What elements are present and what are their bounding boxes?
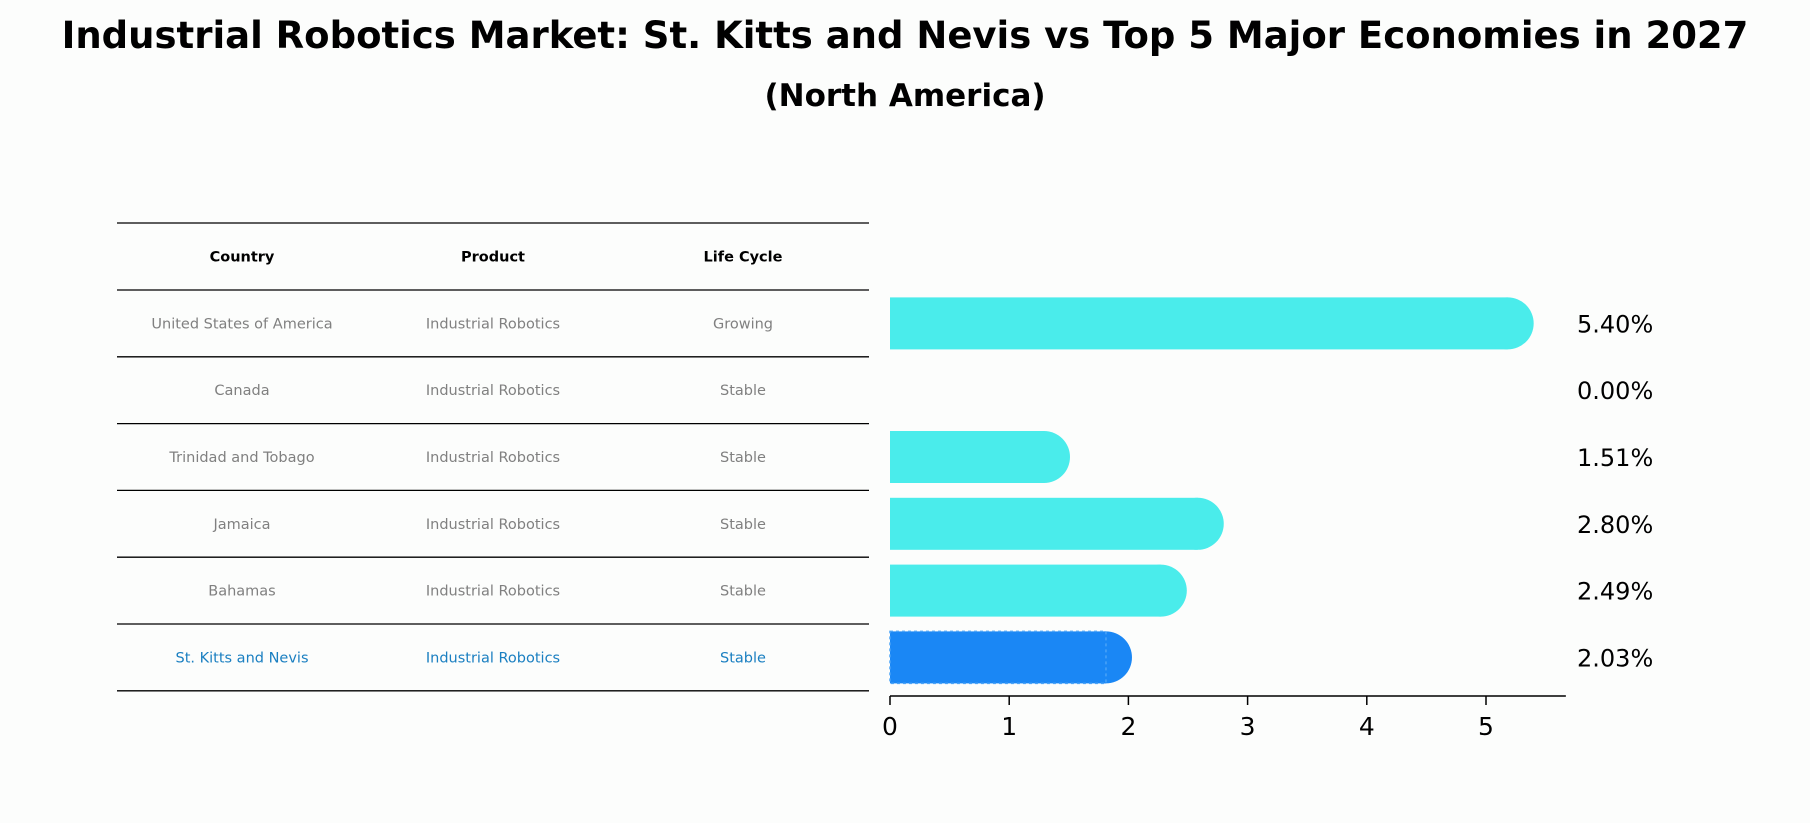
bar-cap	[1017, 431, 1070, 483]
bar-cap	[1134, 564, 1187, 617]
table-cell: Stable	[720, 383, 766, 399]
bar-value-label: 0.00%	[1577, 377, 1653, 405]
bar-plot: 5.40% 0.00% 1.51% 2.80% 2.49% 2.03%	[889, 297, 1653, 685]
x-axis: 0 1 2 3 4 5	[882, 695, 1566, 741]
table-cell: Growing	[713, 316, 773, 332]
bar-value-label: 2.49%	[1577, 578, 1653, 606]
table-cell: Industrial Robotics	[426, 316, 560, 332]
bar-value-label: 1.51%	[1577, 444, 1653, 472]
x-tick-label: 1	[1001, 712, 1017, 741]
bar	[890, 297, 1508, 350]
table-cell: Industrial Robotics	[426, 650, 560, 666]
table-cell: Jamaica	[212, 517, 270, 533]
x-tick-label: 5	[1478, 712, 1494, 741]
table-cell: St. Kitts and Nevis	[176, 650, 309, 666]
bar-value-label: 2.80%	[1577, 511, 1653, 539]
data-table: Country Product Life Cycle United States of…	[117, 222, 869, 692]
table-cell: Stable	[720, 450, 766, 466]
table-cell: Stable	[720, 584, 766, 600]
x-tick-label: 2	[1120, 712, 1136, 741]
table-cell: Stable	[720, 650, 766, 666]
bar-highlight-outline	[889, 630, 1107, 685]
table-cell: Industrial Robotics	[426, 517, 560, 533]
table-header-cell: Country	[210, 250, 275, 266]
x-tick-label: 0	[882, 712, 898, 741]
bar-cap	[1171, 497, 1224, 550]
table-cell: Stable	[720, 517, 766, 533]
chart-subtitle: (North America)	[764, 78, 1046, 114]
table-cell: Industrial Robotics	[426, 584, 560, 600]
bar-cap	[1481, 297, 1534, 350]
bar	[890, 564, 1161, 617]
table-cell: Bahamas	[208, 584, 275, 600]
table-cell: Industrial Robotics	[426, 383, 560, 399]
table-header-cell: Life Cycle	[704, 250, 783, 266]
bar-value-label: 2.03%	[1577, 644, 1653, 672]
x-tick-label: 4	[1359, 712, 1375, 741]
x-tick-label: 3	[1240, 712, 1256, 741]
table-cell: Canada	[214, 383, 269, 399]
table-cell: United States of America	[151, 316, 332, 332]
table-cell: Trinidad and Tobago	[168, 450, 314, 466]
table-cell: Industrial Robotics	[426, 450, 560, 466]
chart-title: Industrial Robotics Market: St. Kitts an…	[61, 14, 1749, 57]
bar	[890, 497, 1198, 550]
bar-value-label: 5.40%	[1577, 310, 1653, 338]
table-header-cell: Product	[461, 250, 525, 266]
bar	[890, 631, 1106, 684]
